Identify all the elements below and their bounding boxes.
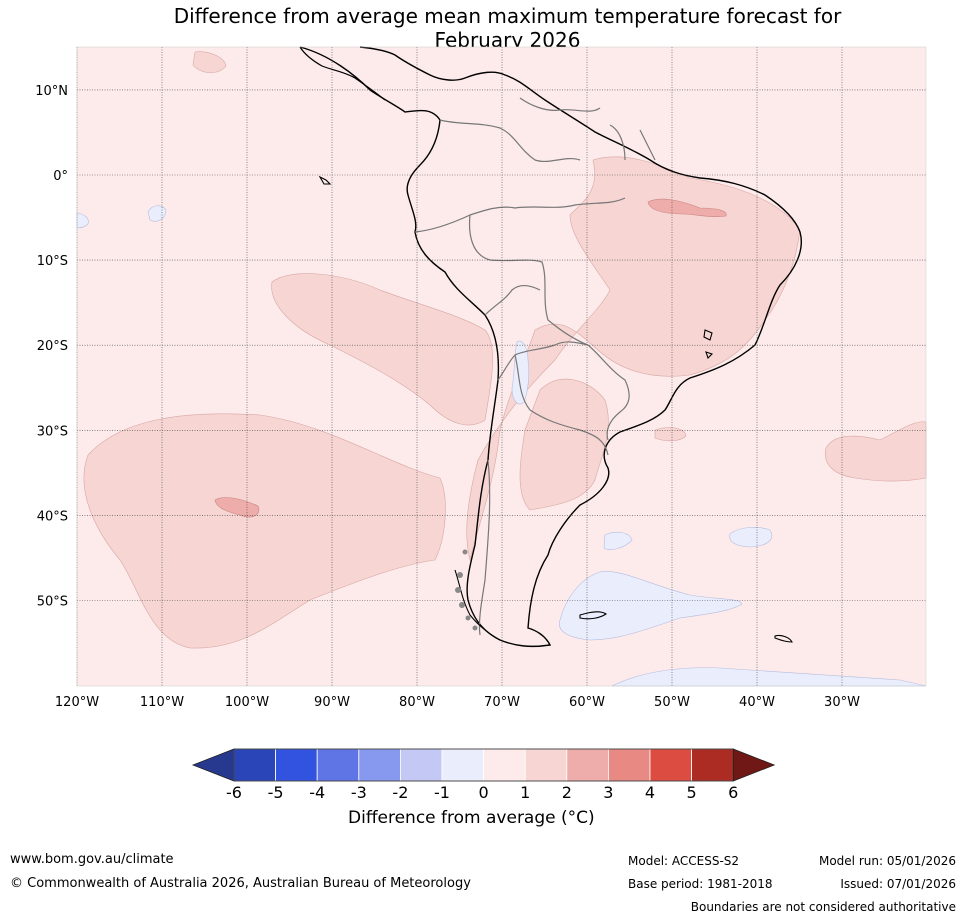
- anomaly-regions: [76, 51, 927, 687]
- colorbar-swatch: [441, 748, 484, 782]
- colorbar-swatch: [233, 748, 276, 782]
- longitude-label: 110°W: [140, 695, 184, 710]
- longitude-label: 70°W: [484, 695, 520, 710]
- anomaly-region-1to2: [654, 427, 687, 442]
- colorbar-swatch: [608, 748, 651, 782]
- longitude-label: 90°W: [314, 695, 350, 710]
- latitude-label: 0°: [53, 169, 68, 184]
- colorbar-tick-label: -1: [434, 783, 450, 802]
- continent-coastline: [299, 46, 802, 648]
- footer-model: Model: ACCESS-S2: [628, 854, 740, 868]
- footer-copyright: © Commonwealth of Australia 2026, Austra…: [10, 876, 471, 891]
- axis-labels: 10°N 0° 10°S 20°S 30°S 40°S 50°S 120°W 110°W 100°…: [35, 84, 860, 710]
- title-line-1: Difference from average mean maximum tem…: [173, 4, 842, 28]
- colorbar-tick-label: 2: [562, 783, 572, 802]
- latitude-label: 10°S: [37, 254, 68, 269]
- colorbar-tick-label: -2: [392, 783, 408, 802]
- colorbar-swatch: [316, 748, 360, 782]
- colorbar-tick-label: 1: [520, 783, 530, 802]
- footer-url[interactable]: www.bom.gov.au/climate: [10, 852, 174, 867]
- longitude-label: 120°W: [55, 695, 99, 710]
- colorbar-tick-label: 6: [728, 783, 738, 802]
- longitude-label: 40°W: [739, 695, 775, 710]
- anomaly-region-1to2: [519, 378, 609, 511]
- footer-issued: Issued: 07/01/2026: [840, 877, 956, 891]
- anomaly-region-2to3: [214, 497, 260, 518]
- footer-disclaimer: Boundaries are not considered authoritat…: [690, 900, 956, 914]
- colorbar-swatch: [358, 748, 401, 782]
- latitude-label: 10°N: [35, 84, 68, 99]
- latitude-label: 30°S: [37, 424, 68, 439]
- latitude-label: 50°S: [37, 595, 68, 610]
- anomaly-region-2to3: [647, 198, 727, 217]
- longitude-label: 50°W: [654, 695, 690, 710]
- colorbar-tick-label: 5: [687, 783, 697, 802]
- island-cluster: [455, 549, 478, 631]
- anomaly-region-minus1to0: [147, 205, 167, 222]
- graticule: [76, 47, 926, 686]
- map-title: Difference from average mean maximum tem…: [0, 4, 965, 52]
- colorbar-extension-low: [191, 748, 235, 782]
- anomaly-region-1to2: [83, 413, 446, 649]
- colorbar-swatch: [524, 748, 568, 782]
- colorbar-tick-label: -3: [351, 783, 367, 802]
- latitude-label: 40°S: [37, 509, 68, 524]
- colorbar-tick-label: 3: [603, 783, 613, 802]
- colorbar-swatch: [399, 748, 443, 782]
- colorbar-swatch: [649, 748, 692, 782]
- anomaly-region-minus1to0: [611, 667, 927, 687]
- anomaly-region-minus1to0: [603, 531, 633, 550]
- country-borders: [414, 97, 656, 636]
- colorbar-tick-label: -5: [268, 783, 284, 802]
- anomaly-region-minus1to0: [559, 571, 743, 641]
- colorbar-outline: [233, 748, 734, 782]
- colorbar-swatch: [275, 748, 318, 782]
- anomaly-region-minus1to0: [76, 212, 89, 229]
- colorbar-label: Difference from average (°C): [348, 808, 595, 828]
- central-america-coastline: [299, 46, 386, 101]
- anomaly-region-1to2: [192, 51, 227, 73]
- longitude-label: 30°W: [824, 695, 860, 710]
- colorbar-swatch: [691, 748, 734, 782]
- anomaly-region-minus1to0: [511, 340, 530, 405]
- footer-base-period: Base period: 1981-2018: [628, 877, 773, 891]
- colorbar-extension-high: [732, 748, 776, 782]
- colorbar-swatch: [483, 748, 526, 782]
- colorbar-tick-label: -4: [309, 783, 325, 802]
- longitude-label: 100°W: [225, 695, 269, 710]
- colorbar-tick-label: 4: [645, 783, 655, 802]
- footer-model-run: Model run: 05/01/2026: [818, 854, 956, 868]
- colorbar: -6 -5 -4 -3 -2 -1 0 1 2 3 4 5 6: [191, 748, 776, 802]
- islands: [318, 175, 793, 643]
- map-frame: [76, 46, 927, 687]
- colorbar-tick-label: 0: [479, 783, 489, 802]
- longitude-label: 60°W: [569, 695, 605, 710]
- colorbar-swatch: [566, 748, 609, 782]
- colorbar-tick-label: -6: [226, 783, 242, 802]
- longitude-label: 80°W: [399, 695, 435, 710]
- latitude-label: 20°S: [37, 339, 68, 354]
- anomaly-region-minus1to0: [729, 527, 773, 548]
